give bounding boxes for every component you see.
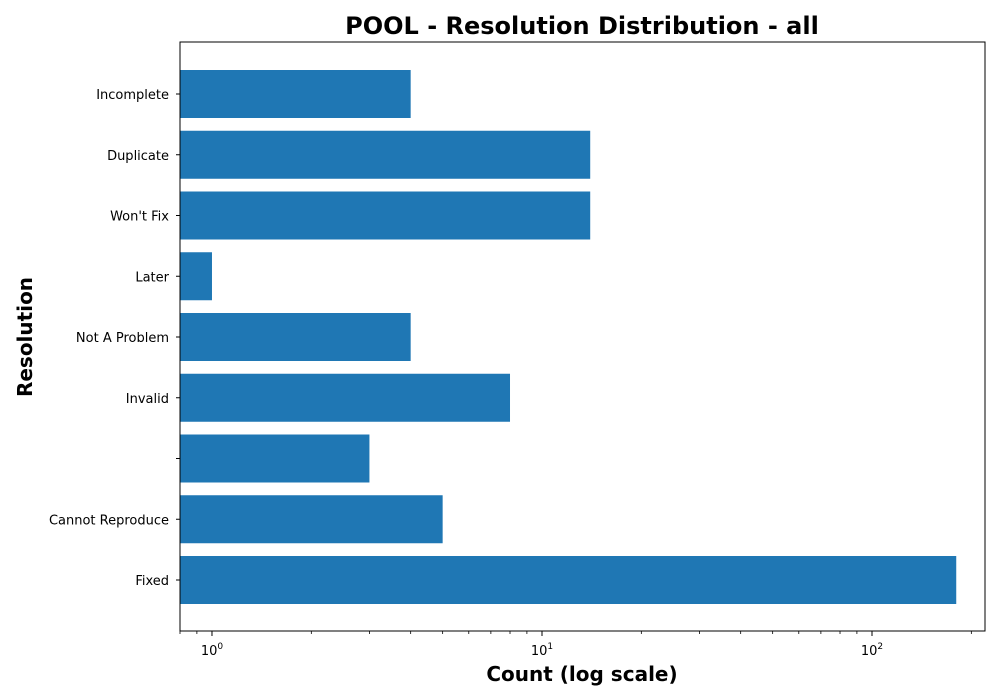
y-axis-ticks: Fixed Cannot Reproduce Invalid Not A Proble… [49,88,180,589]
x-tick-label: 100 [201,642,224,659]
x-axis-label: Count (log scale) [486,662,677,686]
bar [180,131,590,179]
bar [180,495,443,543]
y-tick-label: Not A Problem [76,331,169,346]
bar [180,374,510,422]
bar [180,70,411,118]
y-tick-label: Cannot Reproduce [49,513,169,528]
x-axis-ticks: 100 101 102 [180,631,971,659]
y-tick-label: Incomplete [96,88,169,103]
bar [180,435,369,483]
y-tick-label: Duplicate [107,149,169,164]
bar [180,313,411,361]
bar [180,192,590,240]
bars-layer [180,70,956,604]
y-tick-label: Fixed [135,574,169,589]
bar [180,556,956,604]
y-axis-label: Resolution [13,277,37,397]
x-tick-label: 101 [531,642,553,659]
bar [180,252,212,300]
y-tick-label: Won't Fix [110,210,169,225]
x-tick-label: 102 [861,642,883,659]
y-tick-label: Later [135,270,169,285]
chart-title: POOL - Resolution Distribution - all [345,12,819,40]
y-tick-label: Invalid [126,392,169,407]
